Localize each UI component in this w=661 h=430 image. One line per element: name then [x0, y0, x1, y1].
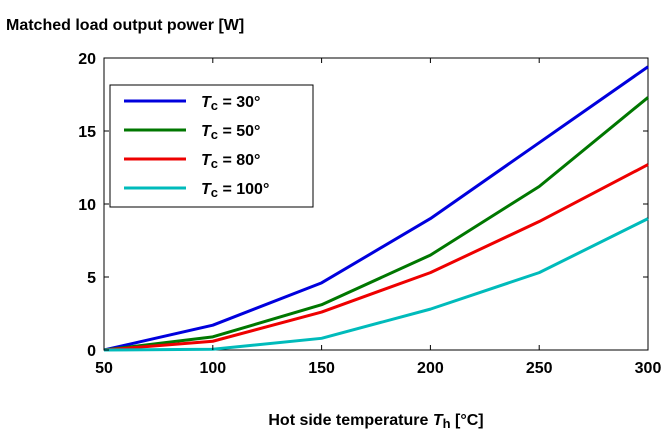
legend-label-3: Tc = 100° [201, 181, 269, 200]
legend-label-1: Tc = 50° [201, 123, 260, 142]
legend-label-sub: c [211, 127, 218, 142]
y-tick-label: 10 [78, 197, 96, 214]
x-tick-label: 300 [635, 360, 661, 377]
series-line-2 [103, 163, 649, 352]
legend-label-sub: c [211, 98, 218, 113]
legend-label-var: T [201, 181, 212, 198]
legend-label-rest: = 50° [218, 123, 260, 140]
chart-title: Matched load output power [W] [6, 17, 244, 34]
legend-label-sub: c [211, 156, 218, 171]
series-line-0 [103, 65, 649, 352]
legend-label-var: T [201, 152, 212, 169]
series-line-1 [103, 96, 649, 352]
x-axis-label-suffix: [°C] [451, 412, 484, 429]
legend-label-2: Tc = 80° [201, 152, 260, 171]
x-axis-label-sub: h [443, 416, 451, 430]
x-axis-label: Hot side temperature Th [°C] [268, 412, 483, 430]
legend-label-rest: = 100° [218, 181, 269, 198]
x-tick-label: 250 [526, 360, 553, 377]
x-tick-label: 200 [417, 360, 444, 377]
x-axis-ticks: 50 100 150 200 250 300 [95, 58, 661, 377]
x-tick-label: 150 [308, 360, 335, 377]
series-group [103, 65, 649, 352]
legend-label-0: Tc = 30° [201, 94, 260, 113]
series-line-3 [103, 217, 649, 352]
y-tick-label: 0 [87, 343, 96, 360]
x-tick-label: 50 [95, 360, 113, 377]
legend-label-var: T [201, 94, 212, 111]
y-axis-ticks: 0 5 10 15 20 [78, 51, 648, 360]
legend: Tc = 30°Tc = 50°Tc = 80°Tc = 100° [109, 84, 314, 208]
x-tick-label: 100 [199, 360, 226, 377]
legend-label-rest: = 80° [218, 152, 260, 169]
x-axis-label-var: T [433, 412, 444, 429]
legend-label-var: T [201, 123, 212, 140]
x-axis-label-prefix: Hot side temperature [268, 412, 432, 429]
legend-label-rest: = 30° [218, 94, 260, 111]
y-tick-label: 5 [87, 270, 96, 287]
y-tick-label: 15 [78, 124, 96, 141]
legend-label-sub: c [211, 185, 218, 200]
y-tick-label: 20 [78, 51, 96, 68]
